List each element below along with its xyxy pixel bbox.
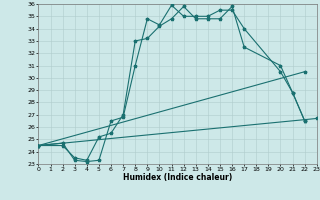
X-axis label: Humidex (Indice chaleur): Humidex (Indice chaleur) [123,173,232,182]
